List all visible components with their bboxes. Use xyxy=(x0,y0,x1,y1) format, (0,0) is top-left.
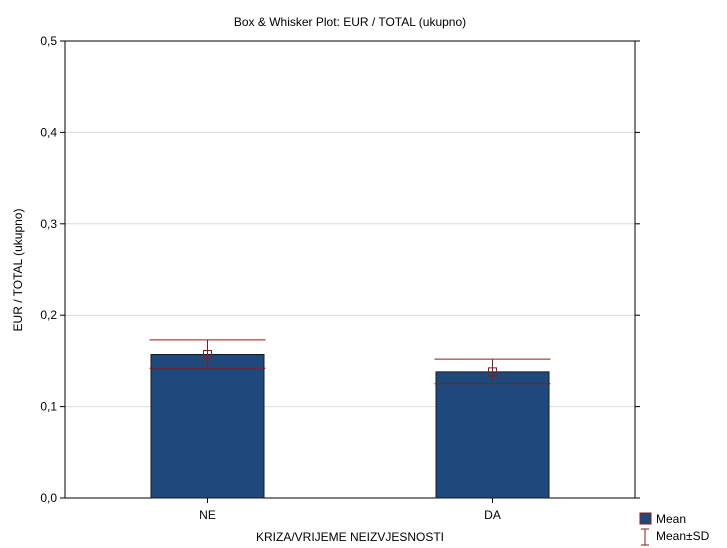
y-tick-label: 0,2 xyxy=(40,308,57,322)
mean-marker xyxy=(488,367,497,377)
y-tick-label: 0,0 xyxy=(40,491,57,505)
bar-mean xyxy=(150,354,265,499)
legend-sd-whisker-icon xyxy=(641,528,649,546)
x-tick-label: NE xyxy=(199,508,216,522)
legend-mean-swatch xyxy=(639,512,652,525)
x-axis-label: KRIZA/VRIJEME NEIZVJESNOSTI xyxy=(256,530,444,544)
y-tick-label: 0,4 xyxy=(40,125,57,139)
y-axis-label: EUR / TOTAL (ukupno) xyxy=(11,209,25,332)
y-tick-label: 0,3 xyxy=(40,217,57,231)
legend-mean-label: Mean xyxy=(656,512,686,526)
legend-sd-label: Mean±SD xyxy=(656,529,710,543)
bar-mean xyxy=(435,371,550,499)
x-tick-label: DA xyxy=(484,508,501,522)
y-axis-ticks: 0,0 0,1 0,2 0,3 0,4 0,5 xyxy=(40,34,640,505)
plot-frame xyxy=(64,40,636,499)
x-axis-ticks: NE DA xyxy=(199,498,501,522)
legend: Mean Mean±SD xyxy=(639,512,710,546)
y-tick-label: 0,1 xyxy=(40,400,57,414)
chart-title: Box & Whisker Plot: EUR / TOTAL (ukupno) xyxy=(234,15,466,29)
bars xyxy=(149,339,551,499)
y-tick-label: 0,5 xyxy=(40,34,57,48)
mean-marker xyxy=(203,350,212,360)
